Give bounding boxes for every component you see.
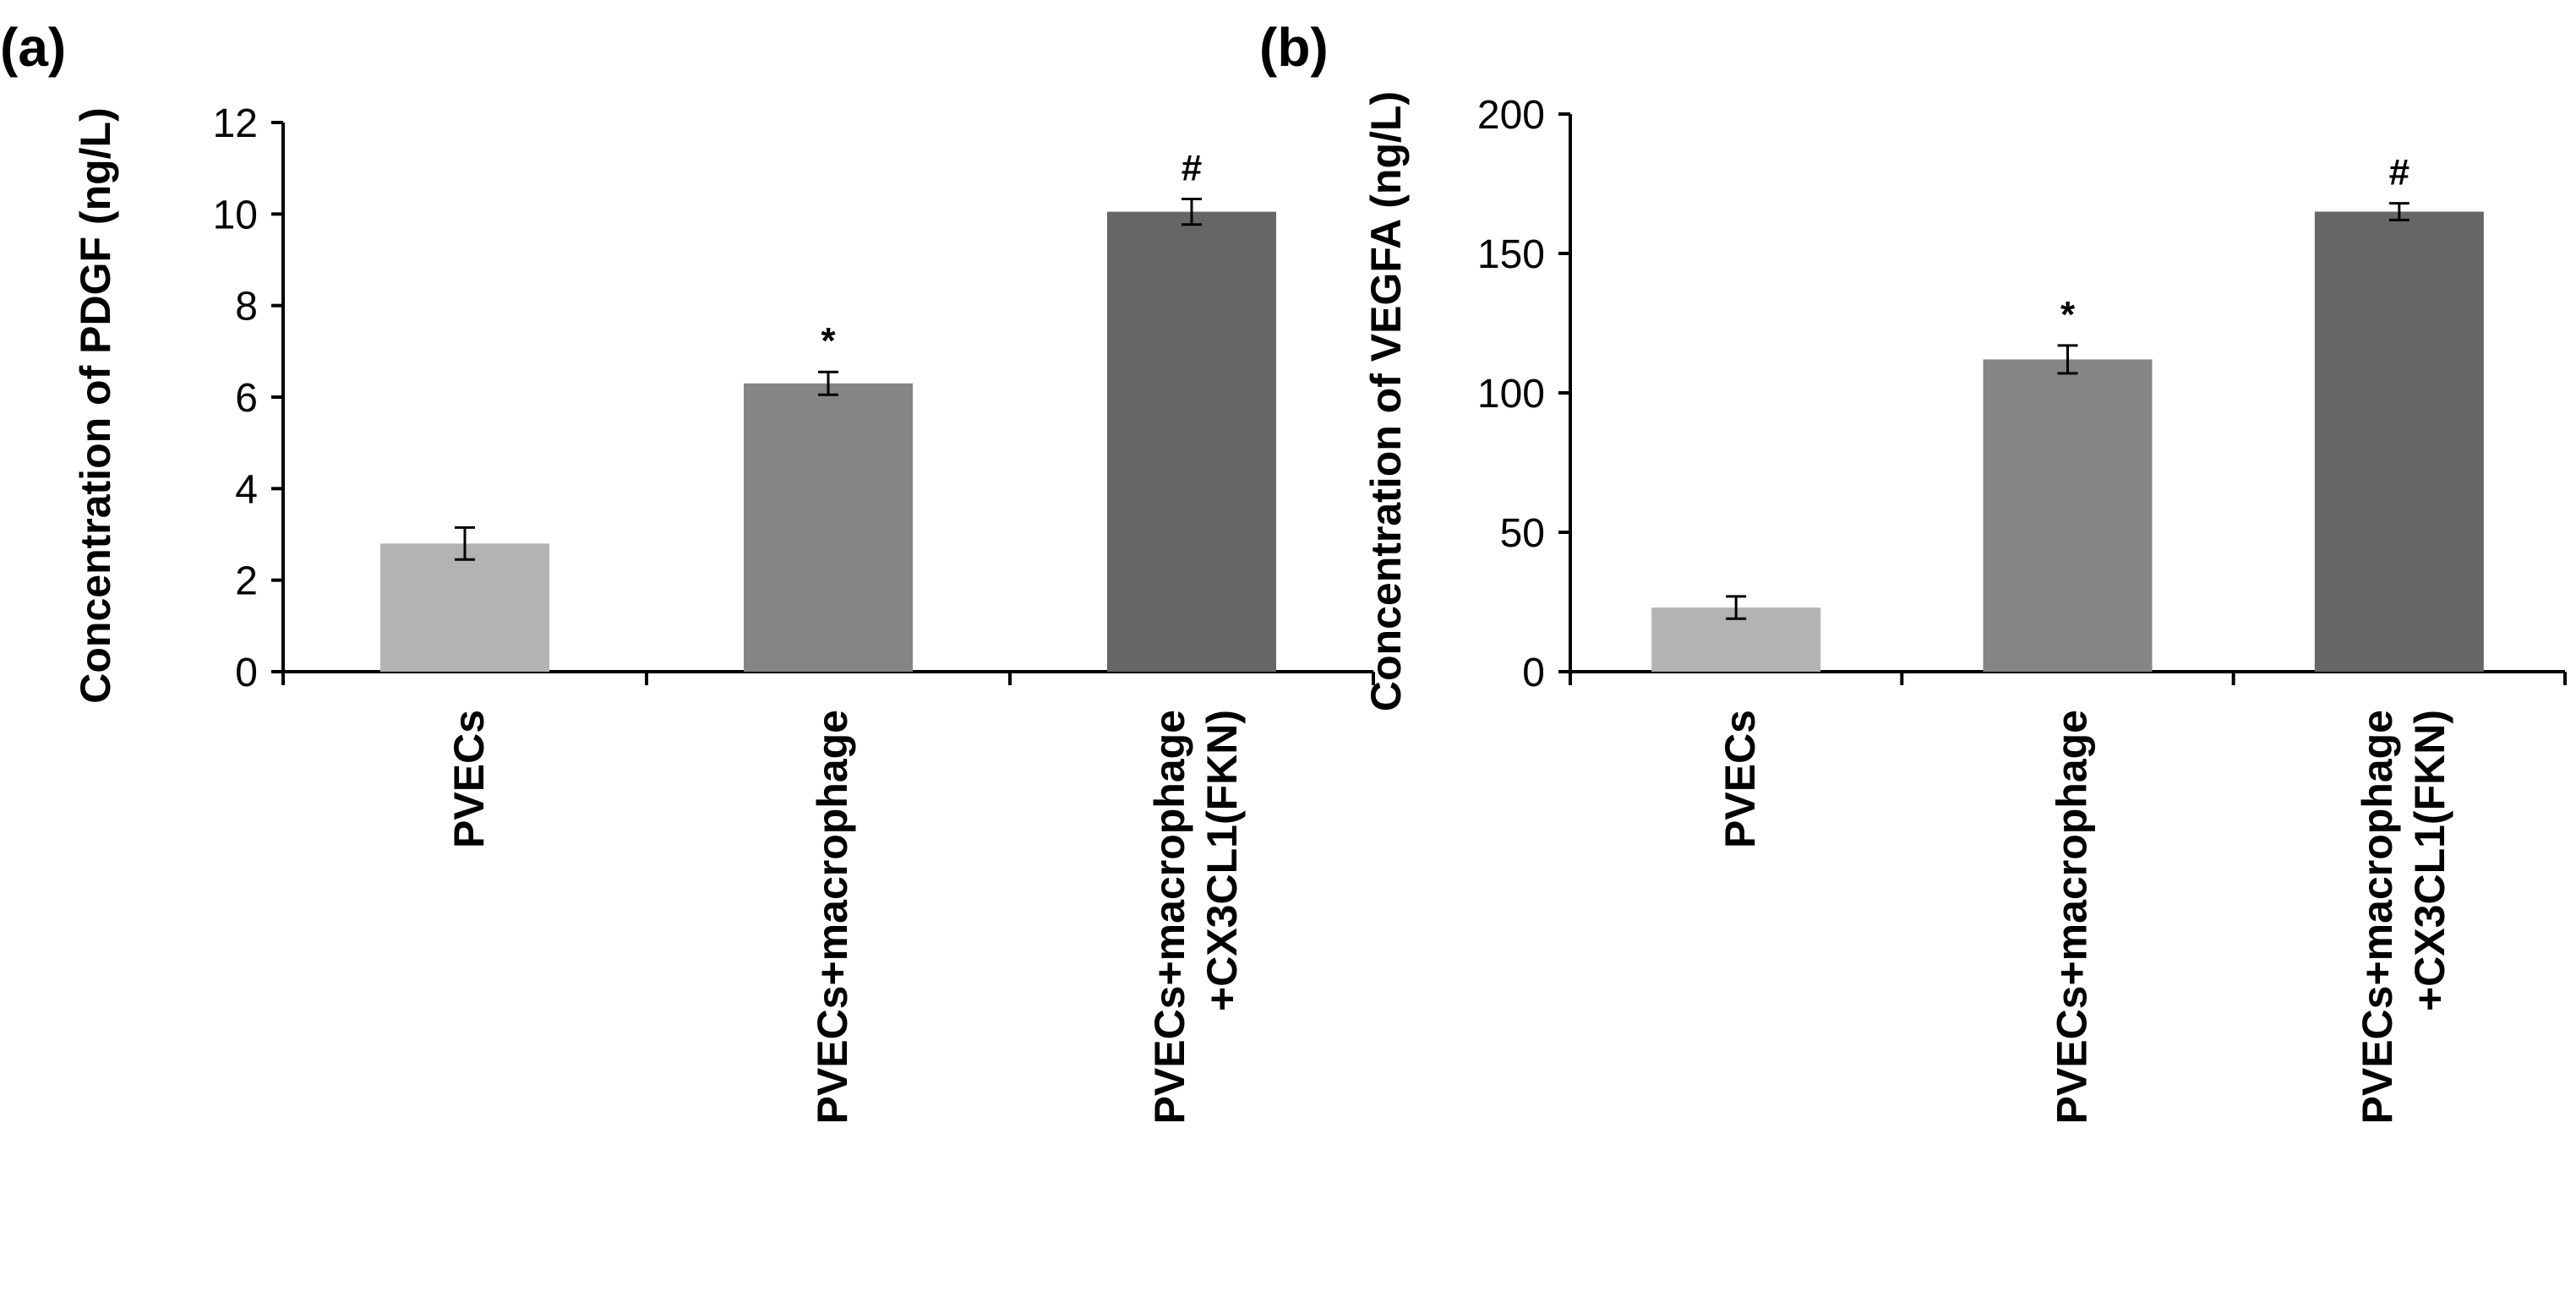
y-tick-label: 10: [213, 193, 258, 237]
category-label-line: PVECs: [1716, 710, 1764, 848]
panel-label: (b): [1259, 17, 1329, 78]
category-label: PVECs+macrophage: [809, 710, 856, 1124]
category-label: PVECs+macrophage +CX3CL1(FKN): [1146, 710, 1246, 1124]
significance-mark: #: [1182, 147, 1202, 188]
y-tick-label: 100: [1477, 372, 1545, 417]
category-label-line: PVECs+macrophage: [1146, 710, 1193, 1124]
category-label-line: +CX3CL1(FKN): [2406, 710, 2453, 1011]
bar: [1107, 211, 1276, 672]
y-tick-label: 12: [213, 101, 258, 146]
category-label: PVECs: [1716, 710, 1764, 848]
y-axis-title: Concentration of PDGF (ng/L): [72, 107, 119, 703]
bar: [1983, 359, 2153, 672]
y-tick-label: 150: [1477, 232, 1545, 277]
panel-label: (a): [0, 17, 66, 78]
bar: [380, 543, 549, 672]
category-label-line: +CX3CL1(FKN): [1198, 710, 1246, 1011]
y-tick-label: 0: [235, 651, 258, 695]
category-label-line: PVECs: [445, 710, 493, 848]
panel-b-vegfa-chart: (b) 0 50 100 150 200 Concentration of VEGFA (n…: [1259, 17, 2567, 1124]
y-tick-label: 0: [1522, 651, 1545, 695]
significance-mark: *: [2060, 294, 2076, 335]
category-label: PVECs+macrophage +CX3CL1(FKN): [2354, 710, 2453, 1124]
category-label-line: PVECs+macrophage: [809, 710, 856, 1124]
bar: [2314, 211, 2484, 672]
y-tick-label: 2: [235, 559, 258, 604]
category-label: PVECs: [445, 710, 493, 848]
significance-mark: *: [821, 320, 836, 362]
category-label-line: PVECs+macrophage: [2049, 710, 2096, 1124]
y-tick-label: 4: [235, 467, 258, 512]
significance-mark: #: [2389, 152, 2410, 193]
y-axis-title: Concentration of VEGFA (ng/L): [1362, 91, 1410, 711]
y-tick-label: 50: [1500, 511, 1545, 556]
panel-a-pdgf-chart: (a) 0 2 4 6 8 10 12 Concentration of PDGF (ng/L)…: [0, 17, 1375, 1124]
category-label: PVECs+macrophage: [2049, 710, 2096, 1124]
category-label-line: PVECs+macrophage: [2354, 710, 2401, 1124]
bar: [744, 383, 913, 672]
y-tick-label: 6: [235, 376, 258, 421]
y-tick-label: 8: [235, 285, 258, 330]
y-tick-label: 200: [1477, 93, 1545, 138]
